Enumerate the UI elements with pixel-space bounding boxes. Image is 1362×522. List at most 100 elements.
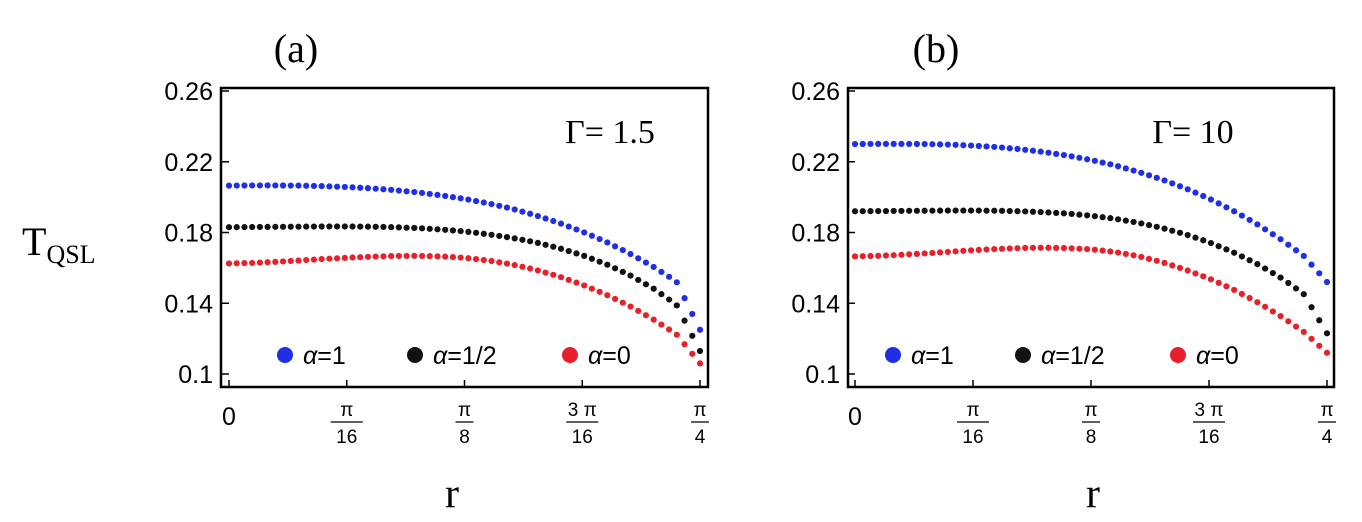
panel-a-data-point — [326, 255, 333, 262]
panel-b-data-point — [967, 207, 975, 214]
panel-a-data-point — [295, 182, 302, 189]
panel-b-data-point — [1285, 318, 1292, 325]
panel-b-data-point — [1277, 313, 1284, 320]
panel-a-data-point — [650, 316, 657, 323]
panel-a-xtick-denominator: 8 — [459, 427, 470, 448]
panel-b-data-point — [1161, 225, 1168, 232]
panel-b-xtick-denominator: 16 — [1198, 427, 1219, 448]
panel-a-data-point — [465, 255, 472, 262]
panel-b-data-point — [921, 207, 928, 214]
panel-b-data-point — [1099, 214, 1106, 221]
panel-b-data-point — [1068, 210, 1075, 218]
panel-a-data-point — [681, 317, 688, 324]
panel-a-data-point — [457, 228, 464, 235]
panel-b-data-point — [1254, 261, 1261, 268]
panel-b-data-point — [1053, 244, 1060, 251]
panel-b-data-point — [1060, 244, 1068, 252]
panel-a-data-point — [542, 241, 549, 248]
panel-a-data-point — [627, 250, 634, 258]
panel-a-data-point — [596, 258, 603, 265]
panel-b-series-1 — [851, 140, 1331, 286]
panel-b-data-point — [1215, 243, 1222, 250]
panel-b-data-point — [1153, 257, 1160, 264]
panel-a-data-point — [256, 259, 263, 266]
panel-b-data-point — [1114, 163, 1122, 170]
panel-b-data-point — [998, 144, 1006, 151]
panel-b-data-point — [1169, 180, 1176, 187]
panel-b-data-point — [1200, 237, 1207, 244]
panel-a-data-point — [287, 257, 294, 265]
panel-a-data-point — [434, 253, 441, 260]
panel-b-data-point — [975, 246, 982, 253]
panel-a-data-point — [264, 223, 271, 230]
panel-b-data-point — [913, 250, 921, 257]
panel-a-data-point — [588, 285, 596, 292]
panel-b-data-point — [906, 207, 913, 214]
panel-b-legend: α=1 α=1/2 α=0 — [885, 342, 1239, 370]
panel-b-data-point — [1145, 172, 1153, 179]
panel-b-data-point — [1262, 226, 1269, 233]
panel-b-data-point — [882, 252, 890, 259]
panel-b-data-point — [890, 252, 897, 259]
panel-b-data-point — [983, 246, 990, 253]
panel-a-data-point — [596, 235, 603, 243]
panel-a-data-point — [696, 360, 704, 367]
panel-a-data-point — [403, 224, 410, 231]
panel-b-data-point — [1238, 290, 1245, 298]
panel-b-data-point — [875, 208, 882, 215]
panel-b-data-point — [1114, 249, 1122, 256]
panel-a-data-point — [241, 260, 248, 267]
panel-a-xtick-numerator: π — [693, 400, 706, 421]
panel-b-data-point — [1323, 330, 1331, 337]
panel-b-data-point — [1238, 253, 1245, 260]
panel-b-data-point — [1099, 159, 1106, 166]
panel-b-data-point — [906, 140, 913, 148]
panel-a-data-point — [349, 254, 356, 261]
panel-a-data-point — [272, 223, 279, 230]
panel-a-data-point — [449, 227, 457, 234]
panel-a-data-point — [357, 254, 364, 261]
panel-b-data-point — [1045, 149, 1052, 156]
panel-a-data-point — [457, 254, 464, 261]
panel-a-data-point — [588, 255, 596, 262]
panel-b-data-point — [929, 207, 936, 214]
panel-b-data-point — [1184, 231, 1191, 239]
panel-b-data-point — [1145, 222, 1153, 229]
panel-b-data-point — [1269, 269, 1276, 277]
panel-b-label: (b) — [913, 26, 960, 71]
panel-a-data-point — [411, 224, 418, 232]
panel-a-data-point — [364, 253, 372, 260]
panel-b-data-point — [1076, 211, 1083, 218]
panel-b-data-point — [1153, 223, 1160, 230]
panel-b-data-point — [1238, 212, 1245, 219]
panel-b-ytick-label: 0.26 — [791, 78, 840, 106]
panel-b-data-point — [1161, 177, 1168, 184]
panel-b-data-point — [1269, 231, 1276, 238]
panel-a-data-point — [225, 260, 233, 267]
panel-b-data-point — [1014, 245, 1021, 252]
panel-b-data-point — [890, 207, 897, 215]
panel-b-data-point — [1122, 217, 1129, 224]
panel-a-data-point — [241, 182, 248, 189]
panel-a-data-point — [249, 223, 256, 231]
panel-b-data-point — [1292, 285, 1300, 292]
panel-a-data-point — [689, 310, 696, 318]
panel-a-xtick-numerator: π — [340, 400, 353, 421]
panel-a-data-point — [395, 187, 402, 194]
panel-a-ytick-label: 0.18 — [164, 220, 213, 248]
panel-a-data-point — [372, 185, 379, 192]
panel-a-data-point — [642, 281, 650, 288]
panel-b-data-point — [1300, 328, 1307, 336]
panel-b-legend-label-3: α=0 — [1196, 342, 1239, 370]
panel-a-data-point — [480, 230, 487, 237]
panel-b-data-point — [1292, 323, 1300, 330]
panel-a-data-point — [550, 271, 557, 278]
panel-a-legend-marker-2 — [407, 347, 423, 363]
panel-a-data-point — [233, 224, 240, 231]
panel-b-data-point — [1277, 236, 1284, 243]
panel-b-data-point — [1192, 270, 1199, 277]
panel-b-data-point — [1316, 317, 1323, 324]
panel-a-data-point — [449, 194, 457, 201]
panel-a-data-point — [519, 236, 526, 243]
